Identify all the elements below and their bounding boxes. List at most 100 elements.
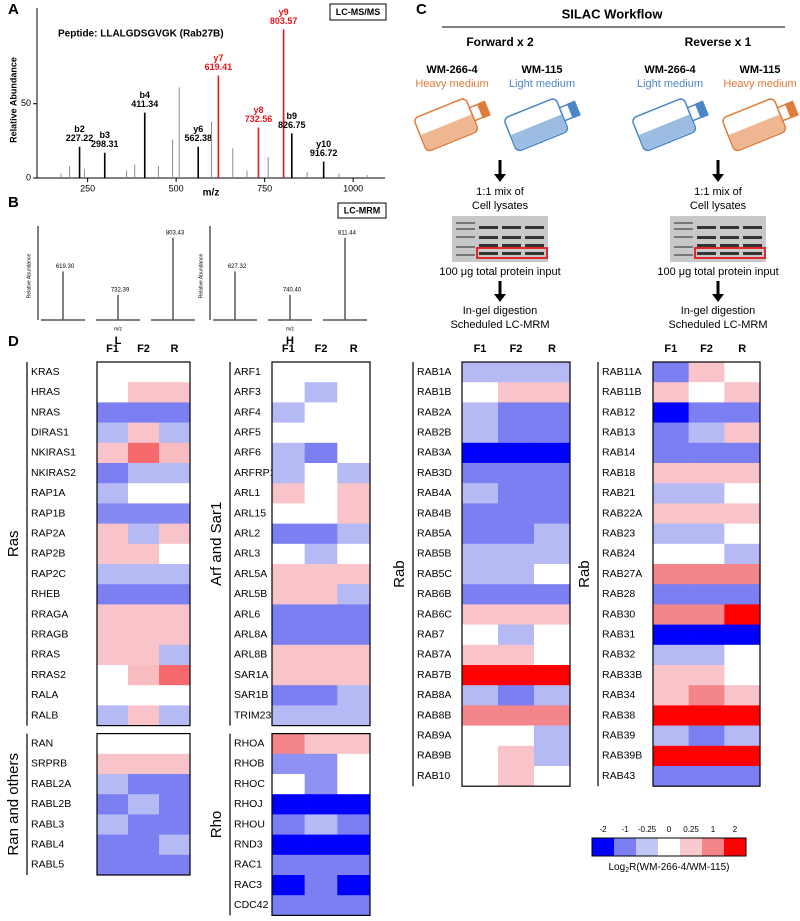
heat-cell — [337, 854, 371, 876]
heat-cell — [688, 725, 725, 747]
column-header: F2 — [700, 343, 713, 355]
colorbar-tick-label: 2 — [733, 825, 738, 834]
colorbar-block — [724, 838, 746, 856]
heat-cell — [462, 685, 499, 706]
heat-cell — [688, 503, 725, 524]
mix-text: Cell lysates — [690, 200, 747, 212]
row-label: RAP2C — [31, 568, 66, 580]
row-label: RAC1 — [234, 859, 262, 871]
heat-cell — [128, 624, 160, 646]
row-label: DIRAS1 — [31, 426, 69, 438]
row-label: HRAS — [31, 386, 60, 398]
heat-cell — [128, 584, 160, 605]
heat-cell — [304, 503, 338, 524]
row-label: RAB31 — [602, 628, 635, 640]
gel-band — [479, 252, 498, 255]
gel-band — [720, 244, 739, 247]
heat-cell — [128, 564, 160, 585]
heat-cell — [97, 564, 129, 585]
row-label: RAB30 — [602, 608, 635, 620]
heat-cell — [462, 523, 499, 545]
flask-neck — [776, 103, 793, 122]
heat-cell — [337, 685, 371, 706]
heat-cell — [159, 604, 191, 625]
group-label: Rho — [208, 811, 225, 839]
heat-cell — [304, 463, 338, 484]
heat-cell — [159, 794, 191, 815]
heat-cell — [534, 766, 571, 787]
row-label: ARL15 — [234, 507, 266, 519]
peak-label: 803.43 — [166, 230, 185, 236]
gel-band — [743, 236, 762, 239]
row-label: RAB4B — [417, 507, 451, 519]
heat-cell — [337, 644, 371, 666]
heat-border — [96, 361, 191, 727]
x-tick-label: 1000 — [343, 183, 363, 193]
method-tag: LC-MS/MS — [336, 7, 381, 17]
heat-cell — [688, 624, 725, 646]
heat-cell — [688, 442, 725, 464]
gel-band — [674, 228, 693, 230]
row-label: ARF5 — [234, 426, 261, 438]
row-label: RHEB — [31, 588, 60, 600]
heat-cell — [304, 604, 338, 625]
heat-cell — [272, 814, 305, 835]
row-label: RABL5 — [31, 859, 64, 871]
row-label: RAB5A — [417, 527, 451, 539]
x-axis-label: m/z — [203, 188, 220, 199]
heat-cell — [97, 705, 129, 726]
heat-cell — [159, 503, 191, 524]
heat-cell — [462, 584, 499, 605]
heat-cell — [304, 624, 338, 646]
row-label: KRAS — [31, 366, 60, 378]
gel-highlight — [694, 247, 766, 259]
heat-cell — [653, 422, 689, 444]
row-label: RAB39 — [602, 729, 635, 741]
row-label: RHOJ — [234, 798, 263, 810]
row-label: RAB2A — [417, 406, 451, 418]
row-label: RAB28 — [602, 588, 635, 600]
medium: Heavy medium — [415, 78, 488, 90]
heat-cell — [653, 705, 689, 726]
heat-cell — [304, 665, 338, 686]
row-label: RAN — [31, 737, 53, 749]
column-header: R — [350, 343, 358, 355]
row-label: RAB6C — [417, 608, 452, 620]
heat-cell — [724, 745, 761, 767]
ion-label: y6 — [193, 124, 203, 134]
heat-cell — [304, 543, 338, 565]
ion-label: b4 — [139, 90, 150, 100]
heat-cell — [159, 753, 191, 775]
heat-cell — [97, 442, 129, 464]
heat-cell — [272, 733, 305, 755]
heat-cell — [272, 834, 305, 856]
heat-cell — [724, 382, 761, 403]
flask-cap — [477, 100, 491, 119]
heat-cell — [272, 685, 305, 706]
ion-label: b3 — [99, 130, 110, 140]
ion-label: y9 — [279, 7, 289, 17]
row-label: ARL2 — [234, 527, 260, 539]
row-label: RAB21 — [602, 487, 635, 499]
peak-mz-label: 732.56 — [245, 114, 273, 124]
gel-band — [697, 252, 716, 255]
gel-band — [502, 244, 521, 247]
tag-box — [329, 3, 387, 21]
heat-cell — [653, 362, 689, 383]
heat-cell — [534, 705, 571, 726]
row-label: ARF6 — [234, 447, 261, 459]
heat-cell — [688, 766, 725, 787]
peak-label: 811.44 — [338, 230, 357, 236]
plot-name: L — [115, 335, 122, 347]
heat-cell — [498, 523, 535, 545]
heat-cell — [688, 665, 725, 686]
gel-band — [674, 254, 693, 256]
heat-cell — [304, 774, 338, 795]
flask-cap — [785, 100, 799, 119]
colorbar-label-part: Log — [609, 862, 626, 873]
heat-cell — [534, 422, 571, 444]
heat-cell — [128, 523, 160, 545]
row-label: RAC3 — [234, 879, 262, 891]
heat-cell — [159, 402, 191, 423]
row-label: NKIRAS1 — [31, 447, 76, 459]
